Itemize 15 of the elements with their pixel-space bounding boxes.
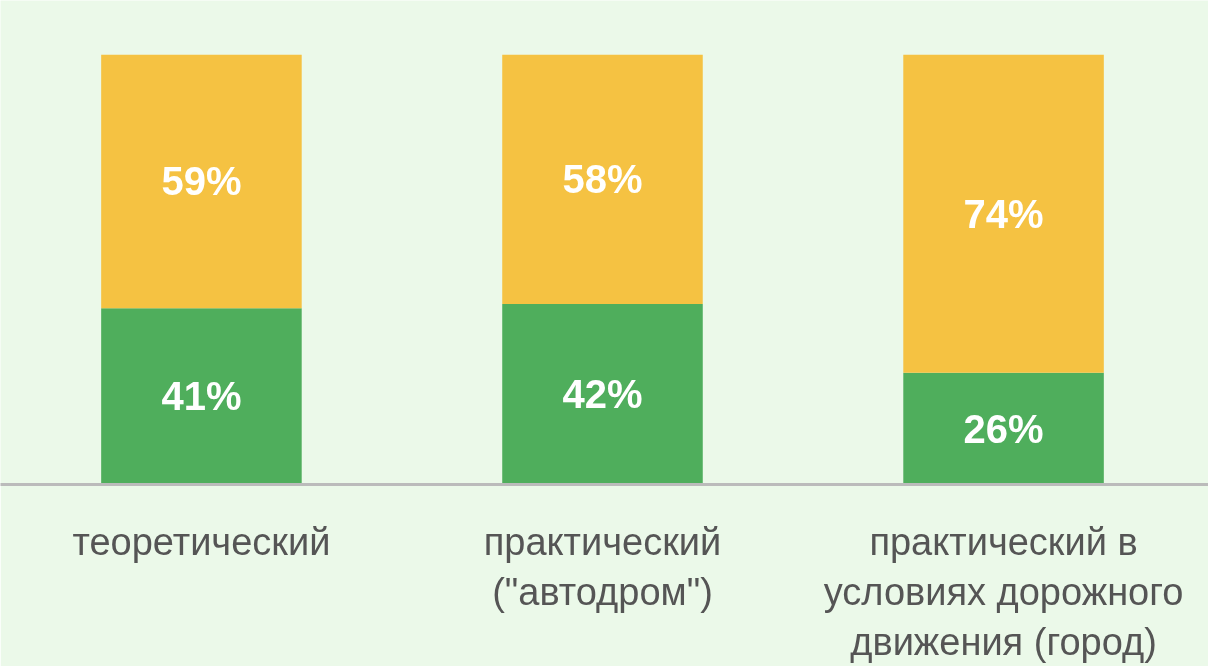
data-label: 41% — [161, 374, 242, 419]
data-label: 26% — [963, 406, 1044, 451]
data-label: 42% — [562, 372, 643, 417]
bar — [502, 54, 703, 304]
bar — [502, 303, 703, 485]
bar — [101, 308, 302, 485]
x-tick-label: практический в условиях дорожного движения (город) — [823, 520, 1184, 664]
bar — [101, 54, 302, 309]
data-label: 58% — [562, 157, 643, 202]
x-tick-label: теоретический — [72, 520, 331, 563]
data-label: 59% — [161, 159, 242, 204]
data-label: 74% — [963, 191, 1044, 236]
bar — [903, 54, 1104, 373]
bar — [903, 372, 1104, 485]
x-tick-label: практический ("автодром") — [483, 520, 722, 613]
